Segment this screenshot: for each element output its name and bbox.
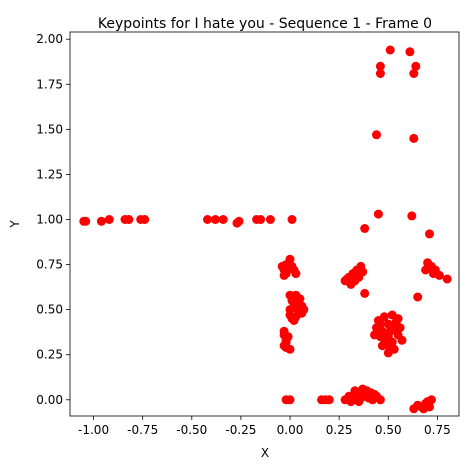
y-tick-label: 1.75 <box>36 77 63 91</box>
data-point <box>203 215 212 224</box>
data-point <box>350 386 360 396</box>
data-point <box>407 211 417 221</box>
data-point <box>413 292 423 302</box>
x-tick-label: -0.50 <box>176 423 207 437</box>
data-point <box>385 45 395 55</box>
x-tick-label: -0.75 <box>127 423 158 437</box>
y-axis: 0.00 0.25 0.50 0.75 1.00 1.25 1.50 1.75 2.00 <box>36 32 70 407</box>
x-tick-label: -1.00 <box>78 423 109 437</box>
data-point <box>289 316 299 325</box>
data-point <box>295 294 305 304</box>
y-tick-label: 0.50 <box>36 303 63 317</box>
plot-area <box>69 31 460 417</box>
data-point <box>342 274 352 284</box>
data-point <box>279 326 289 336</box>
data-point <box>375 61 385 71</box>
y-tick-label: 0.00 <box>36 393 63 407</box>
data-point <box>285 395 295 405</box>
data-point <box>442 274 452 284</box>
x-axis-label: X <box>261 446 269 460</box>
data-point <box>140 215 150 224</box>
data-point <box>391 317 401 327</box>
data-point <box>375 69 385 78</box>
data-point <box>385 326 395 336</box>
data-point <box>375 395 385 405</box>
x-tick-label: 0.50 <box>375 423 402 437</box>
x-tick-label: 0.00 <box>277 423 304 437</box>
data-point <box>265 215 275 224</box>
data-point <box>405 47 415 57</box>
x-tick-label: 0.25 <box>326 423 353 437</box>
data-point <box>256 215 266 224</box>
data-point <box>356 393 366 403</box>
data-point <box>373 209 383 219</box>
y-tick-label: 0.75 <box>36 258 63 272</box>
data-point <box>281 337 291 347</box>
plot-frame <box>69 31 460 417</box>
chart-title: Keypoints for I hate you - Sequence 1 - … <box>98 16 432 32</box>
data-point <box>210 215 220 224</box>
data-point <box>370 330 379 340</box>
x-axis: -1.00 -0.75 -0.50 -0.25 0.00 0.25 0.50 0.75 <box>78 416 451 437</box>
data-point <box>285 344 295 354</box>
data-point <box>411 61 421 71</box>
data-point <box>409 69 419 78</box>
data-point <box>218 215 228 224</box>
x-tick-label: -0.25 <box>225 423 256 437</box>
data-point <box>299 305 309 315</box>
data-point <box>372 130 381 140</box>
data-point <box>419 404 429 414</box>
y-tick-label: 2.00 <box>36 32 63 46</box>
x-tick-label: 0.75 <box>424 423 451 437</box>
data-point <box>96 216 106 226</box>
data-point <box>281 260 291 270</box>
data-point <box>360 224 370 233</box>
data-point <box>383 348 393 358</box>
data-point <box>377 326 387 336</box>
data-point <box>427 395 436 405</box>
data-point <box>104 215 114 224</box>
data-points <box>79 45 452 414</box>
data-point <box>358 267 368 277</box>
data-point <box>124 215 134 224</box>
data-point <box>375 319 385 329</box>
data-point <box>81 216 91 226</box>
data-point <box>234 216 244 226</box>
data-point <box>430 265 440 275</box>
data-point <box>383 319 393 329</box>
y-tick-label: 1.25 <box>36 167 63 181</box>
data-point <box>377 341 387 351</box>
y-axis-label: Y <box>8 220 22 229</box>
y-tick-label: 1.50 <box>36 122 63 136</box>
data-point <box>370 389 379 399</box>
data-point <box>360 288 370 298</box>
data-point <box>387 310 397 320</box>
y-tick-label: 1.00 <box>36 212 63 226</box>
data-point <box>409 133 419 143</box>
data-point <box>397 335 407 345</box>
data-point <box>287 215 297 224</box>
data-point <box>291 269 301 279</box>
data-point <box>425 229 434 239</box>
y-tick-label: 0.25 <box>36 348 63 362</box>
data-point <box>279 270 289 280</box>
data-point <box>346 397 356 407</box>
data-point <box>421 265 431 275</box>
data-point <box>324 395 334 405</box>
